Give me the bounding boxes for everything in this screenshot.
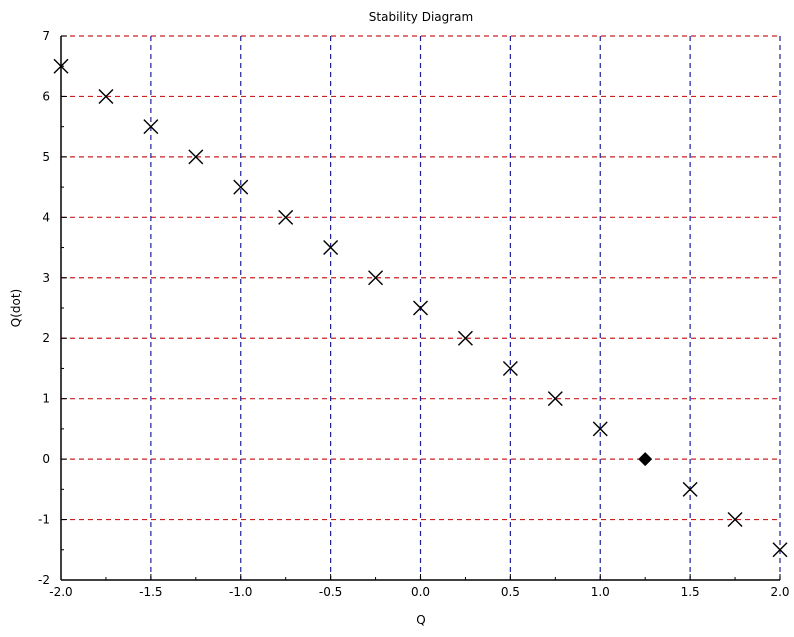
x-marker-point — [233, 179, 249, 195]
x-marker-stroke — [457, 330, 473, 346]
y-tick-label: 3 — [42, 271, 50, 285]
x-marker-stroke — [368, 270, 384, 286]
x-marker-point — [323, 240, 339, 256]
y-tick-label: 2 — [42, 331, 50, 345]
x-tick-label: 0.0 — [411, 585, 430, 599]
x-marker-stroke — [682, 481, 698, 497]
x-marker-point — [98, 88, 114, 104]
x-marker-stroke — [143, 119, 159, 135]
x-marker-point — [188, 149, 204, 165]
x-marker-point — [53, 58, 69, 74]
diamond-marker-point — [638, 452, 653, 467]
x-tick-label: -1.0 — [229, 585, 252, 599]
x-marker-stroke — [547, 391, 563, 407]
x-marker-stroke — [53, 58, 69, 74]
x-tick-label: 2.0 — [770, 585, 789, 599]
x-marker-stroke — [772, 542, 788, 558]
x-tick-label: 1.0 — [591, 585, 610, 599]
x-marker-stroke — [727, 512, 743, 528]
x-marker-stroke — [323, 240, 339, 256]
x-marker-point — [278, 209, 294, 225]
x-marker-point — [682, 481, 698, 497]
x-marker-point — [772, 542, 788, 558]
x-marker-point — [368, 270, 384, 286]
x-marker-point — [457, 330, 473, 346]
y-tick-label: 6 — [42, 89, 50, 103]
x-marker-point — [502, 360, 518, 376]
x-marker-stroke — [278, 209, 294, 225]
y-tick-label: -1 — [38, 513, 50, 527]
x-marker-point — [592, 421, 608, 437]
grid-layer — [61, 35, 781, 580]
x-tick-label: -2.0 — [49, 585, 72, 599]
x-tick-label: 1.5 — [681, 585, 700, 599]
x-tick-label: -1.5 — [139, 585, 162, 599]
y-tick-label: 5 — [42, 150, 50, 164]
y-tick-label: 0 — [42, 452, 50, 466]
x-marker-point — [547, 391, 563, 407]
y-tick-label: 1 — [42, 392, 50, 406]
x-marker-stroke — [188, 149, 204, 165]
y-tick-label: -2 — [38, 573, 50, 587]
y-axis-label: Q(dot) — [9, 289, 23, 327]
x-marker-stroke — [233, 179, 249, 195]
x-marker-stroke — [98, 88, 114, 104]
ticks-layer: -2 -1 0 1 2 3 4 5 6 7 -2.0 -1.5 -1.0 -0.5 0.0 0.5 1.0 1.5… — [38, 29, 790, 599]
x-marker-point — [727, 512, 743, 528]
x-marker-stroke — [592, 421, 608, 437]
x-marker-point — [143, 119, 159, 135]
x-marker-stroke — [502, 360, 518, 376]
chart-title: Stability Diagram — [369, 10, 473, 24]
y-tick-label: 7 — [42, 29, 50, 43]
x-tick-label: -0.5 — [319, 585, 342, 599]
x-tick-label: 0.5 — [501, 585, 520, 599]
points-layer — [53, 58, 788, 558]
x-axis-label: Q — [416, 613, 425, 627]
y-tick-label: 4 — [42, 210, 50, 224]
x-marker-stroke — [413, 300, 428, 316]
x-marker-point — [413, 300, 428, 316]
